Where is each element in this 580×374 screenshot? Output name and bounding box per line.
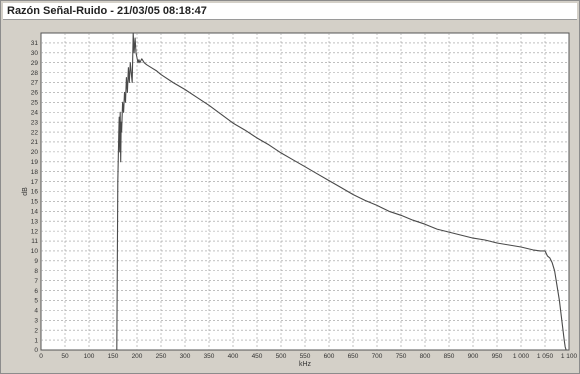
y-tick-label: 22 (31, 129, 39, 136)
x-tick-label: 100 (84, 353, 95, 360)
y-tick-label: 1 (34, 337, 38, 344)
x-axis-label: kHz (299, 361, 312, 368)
x-tick-label: 350 (204, 353, 215, 360)
y-tick-label: 0 (34, 347, 38, 354)
y-tick-label: 10 (31, 248, 39, 255)
x-tick-label: 300 (180, 353, 191, 360)
y-tick-label: 20 (31, 149, 39, 156)
y-tick-label: 7 (34, 278, 38, 285)
y-tick-label: 15 (31, 199, 39, 206)
x-tick-label: 1 100 (561, 353, 577, 360)
y-axis-label: dB (22, 187, 29, 196)
y-tick-label: 2 (34, 327, 38, 334)
x-tick-label: 450 (252, 353, 263, 360)
x-tick-label: 900 (468, 353, 479, 360)
y-tick-label: 25 (31, 100, 39, 107)
y-tick-label: 30 (31, 50, 39, 57)
y-tick-label: 18 (31, 169, 39, 176)
y-tick-label: 27 (31, 80, 39, 87)
x-tick-label: 1 050 (537, 353, 554, 360)
x-tick-label: 150 (108, 353, 119, 360)
x-tick-label: 750 (396, 353, 407, 360)
y-tick-label: 8 (34, 268, 38, 275)
x-tick-label: 200 (132, 353, 143, 360)
y-tick-label: 24 (31, 109, 39, 116)
y-tick-label: 23 (31, 119, 39, 126)
x-tick-label: 650 (348, 353, 359, 360)
y-tick-label: 17 (31, 179, 39, 186)
x-tick-label: 800 (420, 353, 431, 360)
y-tick-label: 11 (31, 238, 38, 245)
y-tick-label: 14 (31, 209, 39, 216)
x-tick-label: 700 (372, 353, 383, 360)
x-tick-label: 250 (156, 353, 167, 360)
y-tick-label: 31 (31, 40, 39, 47)
y-tick-label: 5 (34, 298, 38, 305)
y-tick-label: 29 (31, 60, 39, 67)
snr-series-line (116, 32, 567, 351)
x-tick-label: 1 000 (513, 353, 530, 360)
y-tick-label: 19 (31, 159, 39, 166)
y-tick-label: 9 (34, 258, 38, 265)
y-tick-label: 6 (34, 288, 38, 295)
y-tick-label: 3 (34, 317, 38, 324)
x-tick-label: 850 (444, 353, 455, 360)
x-tick-label: 600 (324, 353, 335, 360)
y-tick-label: 16 (31, 189, 39, 196)
plot-frame: 0 1 2 3 4 5 6 7 8 9 10 11 12 13 14 15 16 17 18 19 20 21 22 23 24… (3, 21, 577, 373)
window-title: Razón Señal-Ruido - 21/03/05 08:18:47 (3, 3, 577, 20)
y-tick-label: 26 (31, 90, 39, 97)
x-tick-label: 400 (228, 353, 239, 360)
x-tick-label: 50 (61, 353, 69, 360)
y-tick-label: 13 (31, 218, 39, 225)
x-tick-label: 950 (492, 353, 503, 360)
y-tick-label: 4 (34, 308, 38, 315)
x-tick-label: 500 (276, 353, 287, 360)
x-tick-label: 550 (300, 353, 311, 360)
snr-chart: 0123456789101112131415161718192021222324… (22, 32, 577, 368)
y-tick-label: 12 (31, 228, 39, 235)
y-tick-label: 28 (31, 70, 39, 77)
x-tick-label: 0 (39, 353, 43, 360)
y-tick-label: 21 (31, 139, 39, 146)
